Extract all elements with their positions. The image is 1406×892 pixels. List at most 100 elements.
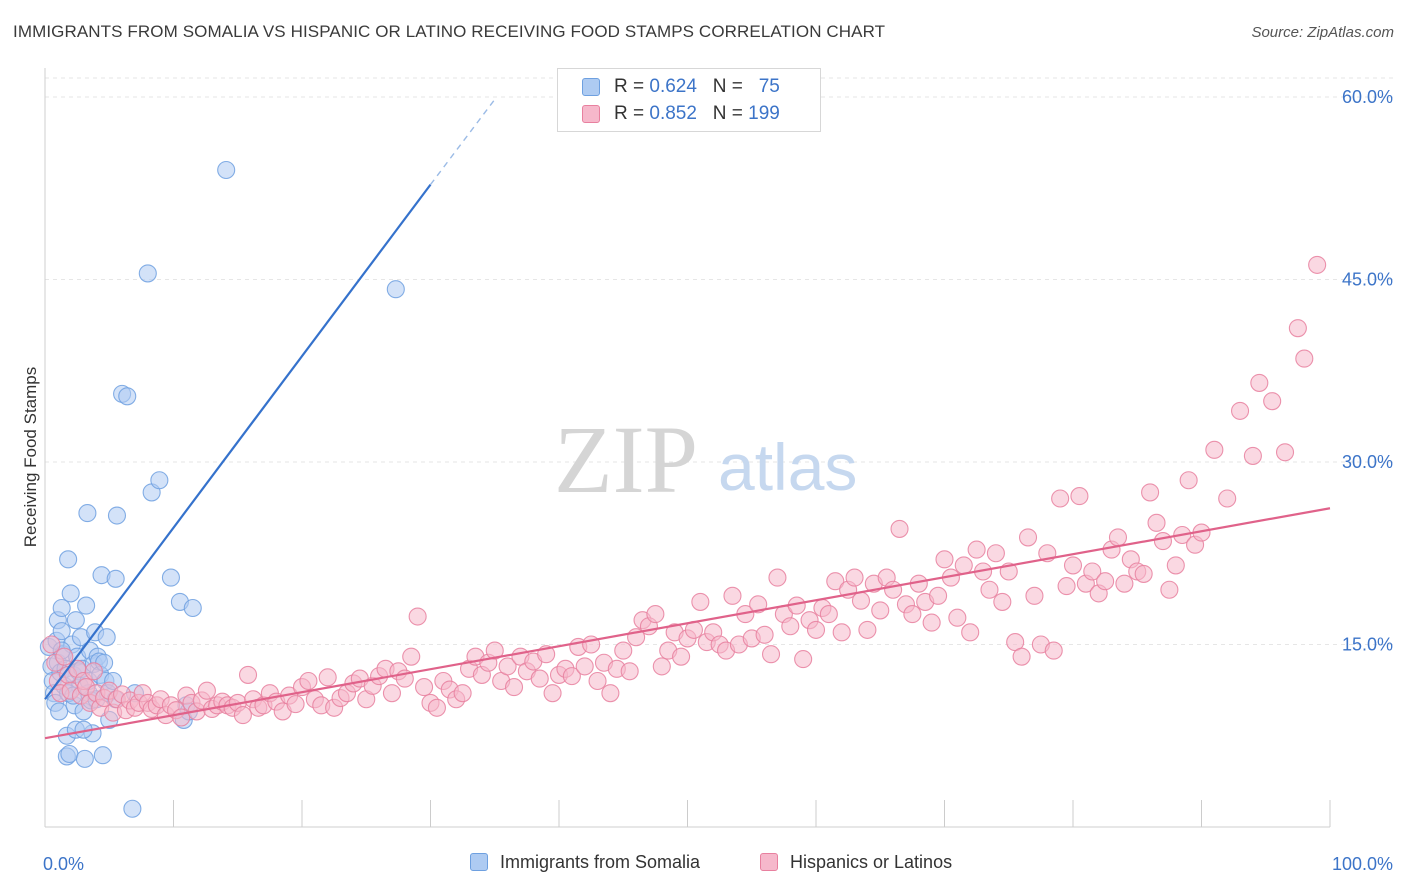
data-point bbox=[238, 665, 258, 684]
data-point bbox=[1044, 641, 1063, 660]
grid bbox=[45, 77, 1395, 645]
data-point bbox=[299, 671, 318, 691]
data-point bbox=[871, 601, 890, 620]
data-point bbox=[1108, 528, 1128, 547]
data-point bbox=[150, 471, 169, 490]
bottom-legend-label-somalia: Immigrants from Somalia bbox=[500, 852, 701, 872]
watermark-zip: ZIP bbox=[554, 406, 698, 513]
data-point bbox=[967, 540, 986, 559]
y-tick-label: 15.0% bbox=[1342, 635, 1393, 655]
data-point bbox=[1063, 556, 1083, 575]
data-point bbox=[233, 706, 252, 725]
legend-r-value: 0.852 bbox=[649, 103, 697, 124]
legend-r-label: R = bbox=[614, 76, 645, 97]
axes bbox=[44, 68, 1331, 828]
data-point bbox=[84, 662, 103, 681]
data-point bbox=[138, 264, 157, 283]
data-point bbox=[1141, 483, 1160, 502]
data-point bbox=[858, 620, 877, 639]
data-point bbox=[530, 669, 549, 688]
data-point bbox=[402, 647, 421, 666]
legend-swatch-hispanic bbox=[582, 105, 600, 123]
data-point bbox=[1179, 471, 1198, 490]
data-point bbox=[1115, 574, 1134, 593]
data-point bbox=[1288, 319, 1307, 338]
data-point bbox=[903, 605, 922, 624]
data-point bbox=[884, 580, 903, 599]
bottom-legend-swatch-somalia bbox=[470, 853, 488, 871]
data-point bbox=[498, 657, 517, 676]
y-tick-label: 45.0% bbox=[1342, 270, 1393, 290]
y-axis-label: Receiving Food Stamps bbox=[21, 366, 40, 548]
data-point bbox=[1153, 532, 1172, 551]
bottom-legend-swatch-hispanic bbox=[760, 853, 778, 871]
data-point bbox=[922, 613, 941, 632]
data-point bbox=[620, 662, 639, 681]
data-point bbox=[1295, 349, 1314, 368]
source-label: Source: ZipAtlas.com bbox=[1251, 24, 1394, 41]
data-point bbox=[415, 678, 434, 697]
data-point bbox=[118, 387, 137, 406]
data-point bbox=[890, 519, 909, 538]
data-point bbox=[107, 506, 127, 525]
data-point bbox=[52, 598, 71, 618]
data-point bbox=[826, 572, 845, 591]
data-point bbox=[97, 628, 116, 647]
data-point bbox=[646, 605, 665, 624]
data-point bbox=[986, 544, 1005, 563]
tick-labels: 15.0% 30.0% 45.0% 60.0% 0.0% 100.0% bbox=[43, 87, 1393, 874]
legend-n-label: N = bbox=[712, 76, 743, 97]
data-point bbox=[1263, 392, 1282, 411]
watermark-atlas: atlas bbox=[718, 430, 857, 504]
data-point bbox=[1018, 528, 1038, 547]
data-point bbox=[781, 617, 800, 636]
data-point bbox=[575, 657, 594, 676]
data-point bbox=[691, 592, 710, 611]
data-point bbox=[588, 671, 607, 691]
data-point bbox=[1134, 564, 1153, 583]
correlation-legend: R = 0.624 N = 75 R = 0.852 N = 199 bbox=[557, 68, 821, 132]
data-point bbox=[60, 744, 79, 764]
data-point bbox=[61, 584, 80, 603]
data-point bbox=[1308, 255, 1327, 274]
data-point bbox=[286, 695, 305, 714]
legend-r-label: R = bbox=[614, 103, 645, 124]
data-point bbox=[77, 596, 96, 615]
data-point bbox=[123, 799, 142, 818]
data-point bbox=[75, 749, 94, 768]
y-tick-label: 60.0% bbox=[1342, 87, 1393, 107]
legend-n-label: N = bbox=[712, 103, 743, 124]
series-somalia-points bbox=[39, 160, 405, 818]
watermark: ZIP atlas bbox=[554, 406, 857, 513]
legend-n-value: 75 bbox=[758, 76, 780, 97]
data-point bbox=[1147, 513, 1166, 532]
x-tick-label: 0.0% bbox=[43, 854, 84, 874]
data-point bbox=[1231, 401, 1250, 420]
data-point bbox=[59, 550, 78, 569]
trend-line-hispanic bbox=[44, 507, 1331, 740]
data-point bbox=[832, 623, 851, 642]
chart-title: IMMIGRANTS FROM SOMALIA VS HISPANIC OR L… bbox=[13, 22, 886, 41]
data-point bbox=[1025, 586, 1044, 605]
data-point bbox=[1275, 443, 1295, 462]
data-point bbox=[1243, 446, 1262, 465]
trend-line-somalia-extension bbox=[429, 99, 496, 186]
data-point bbox=[980, 580, 999, 599]
data-point bbox=[1051, 489, 1070, 508]
data-point bbox=[427, 698, 446, 717]
data-point bbox=[614, 641, 633, 660]
data-point bbox=[993, 592, 1012, 611]
data-point bbox=[1218, 489, 1237, 508]
data-point bbox=[55, 647, 74, 666]
data-point bbox=[382, 684, 402, 703]
data-point bbox=[93, 746, 112, 765]
data-point bbox=[318, 668, 337, 687]
data-point bbox=[386, 280, 405, 299]
data-point bbox=[794, 650, 813, 669]
data-point bbox=[197, 681, 216, 700]
data-point bbox=[961, 623, 980, 642]
data-point bbox=[1166, 556, 1185, 575]
data-point bbox=[562, 667, 581, 686]
data-point bbox=[652, 657, 671, 676]
